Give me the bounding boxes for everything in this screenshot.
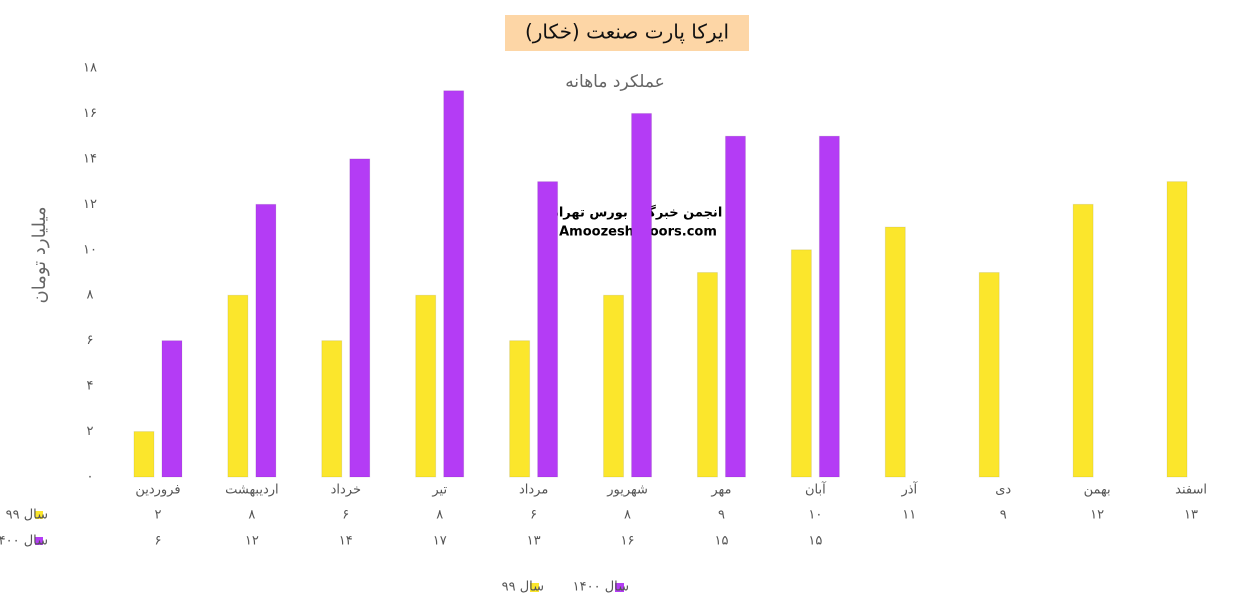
- chart-title: ایرکا پارت صنعت (خکار): [525, 20, 729, 45]
- bar: [603, 294, 625, 478]
- data-table-value: ۱۲: [245, 534, 259, 549]
- y-axis-label: میلیارد تومان: [29, 206, 50, 303]
- bar: [884, 226, 906, 478]
- data-table-value: ۱۳: [527, 534, 541, 549]
- data-table-value: ۱۴: [339, 534, 353, 549]
- data-table-value: ۱۳: [1184, 508, 1198, 523]
- data-table-value: ۸: [624, 508, 631, 523]
- bar: [509, 340, 531, 478]
- data-table-value: ۹: [718, 508, 725, 523]
- data-table-value: ۶: [530, 508, 537, 523]
- bar: [321, 340, 343, 478]
- bar: [415, 294, 437, 478]
- bar: [537, 181, 559, 478]
- legend-swatch: [615, 583, 624, 592]
- y-tick-label: ۱۸: [83, 61, 97, 76]
- x-tick-label: تیر: [431, 483, 447, 498]
- y-tick-label: ۱۶: [83, 106, 97, 121]
- x-tick-label: شهریور: [606, 483, 648, 498]
- y-tick-label: ۶: [87, 333, 94, 348]
- y-tick-label: ۸: [87, 288, 94, 303]
- bar: [696, 272, 718, 478]
- y-tick-label: ۲: [87, 424, 94, 439]
- x-tick-label: مرداد: [519, 483, 548, 498]
- data-table-value: ۱۲: [1090, 508, 1104, 523]
- y-tick-label: ۴: [87, 379, 94, 394]
- data-table-value: ۱۱: [902, 508, 916, 523]
- table-legend-swatch: [35, 511, 43, 519]
- table-legend-swatch: [35, 537, 43, 545]
- bar: [1166, 181, 1188, 478]
- bar: [631, 112, 653, 478]
- bar: [349, 158, 371, 478]
- data-table-value: ۱۷: [433, 534, 447, 549]
- y-tick-label: ۱۴: [83, 151, 97, 166]
- table-legend-label: سال ۹۹: [6, 508, 48, 523]
- legend-label: سال ۹۹: [502, 580, 544, 595]
- x-tick-label: آبان: [805, 481, 827, 498]
- x-tick-label: دی: [995, 483, 1011, 498]
- title-box: [505, 15, 749, 51]
- data-table-value: ۱۰: [808, 508, 822, 523]
- bar: [790, 249, 812, 478]
- bar: [978, 272, 1000, 478]
- data-table-value: ۱۵: [808, 534, 822, 549]
- bar: [255, 203, 277, 478]
- chart-subtitle: عملکرد ماهانه: [565, 72, 665, 92]
- bar: [133, 431, 155, 478]
- table-legend-label: سال ۱۴۰۰: [0, 534, 48, 549]
- bar: [443, 90, 465, 478]
- y-tick-label: ۱۲: [83, 197, 97, 212]
- legend-label: سال ۱۴۰۰: [573, 580, 629, 595]
- data-table-value: ۲: [154, 508, 161, 523]
- data-table-value: ۶: [342, 508, 349, 523]
- x-tick-label: خرداد: [331, 483, 361, 498]
- x-tick-label: بهمن: [1084, 483, 1111, 498]
- data-table-value: ۱۶: [621, 534, 635, 549]
- legend-swatch: [530, 583, 539, 592]
- x-tick-label: اردیبهشت: [225, 483, 279, 498]
- bar: [161, 340, 183, 478]
- data-table-value: ۱۵: [714, 534, 728, 549]
- data-table-value: ۸: [248, 508, 255, 523]
- y-tick-label: ۱۰: [83, 242, 97, 257]
- x-tick-label: آذر: [900, 481, 918, 498]
- x-tick-label: فروردین: [135, 483, 180, 498]
- x-tick-label: مهر: [710, 483, 731, 498]
- bar: [818, 135, 840, 478]
- data-table-value: ۸: [436, 508, 443, 523]
- bar: [1072, 203, 1094, 478]
- data-table-value: ۹: [1000, 508, 1007, 523]
- data-table-value: ۶: [154, 534, 161, 549]
- bar: [724, 135, 746, 478]
- x-tick-label: اسفند: [1175, 483, 1207, 498]
- bar: [227, 294, 249, 478]
- y-tick-label: ۰: [87, 470, 94, 485]
